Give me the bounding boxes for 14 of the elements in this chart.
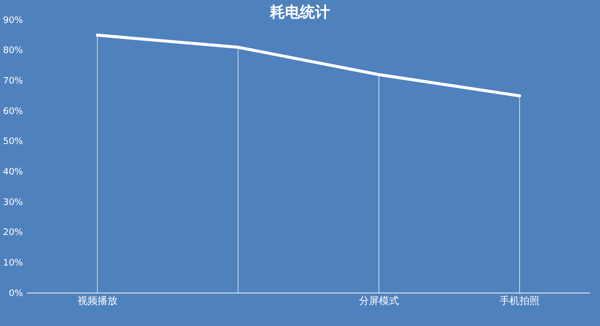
y-tick-label: 40% [2,168,24,178]
x-tick-label: 分屏模式 [358,295,399,307]
y-tick-label: 10% [2,258,24,269]
chart-title: 耗电统计 [269,3,330,21]
x-tick-label: 手机拍照 [500,295,540,307]
y-tick-label: 80% [2,46,24,56]
y-tick-label: 20% [2,228,24,238]
y-tick-label: 50% [2,137,24,148]
y-tick-label: 0% [8,288,24,299]
x-tick-label: 视频播放 [77,295,118,307]
y-tick-label: 30% [2,198,24,208]
y-tick-label: 90% [2,16,24,26]
y-tick-label: 60% [2,106,24,117]
y-tick-label: 70% [2,76,24,87]
